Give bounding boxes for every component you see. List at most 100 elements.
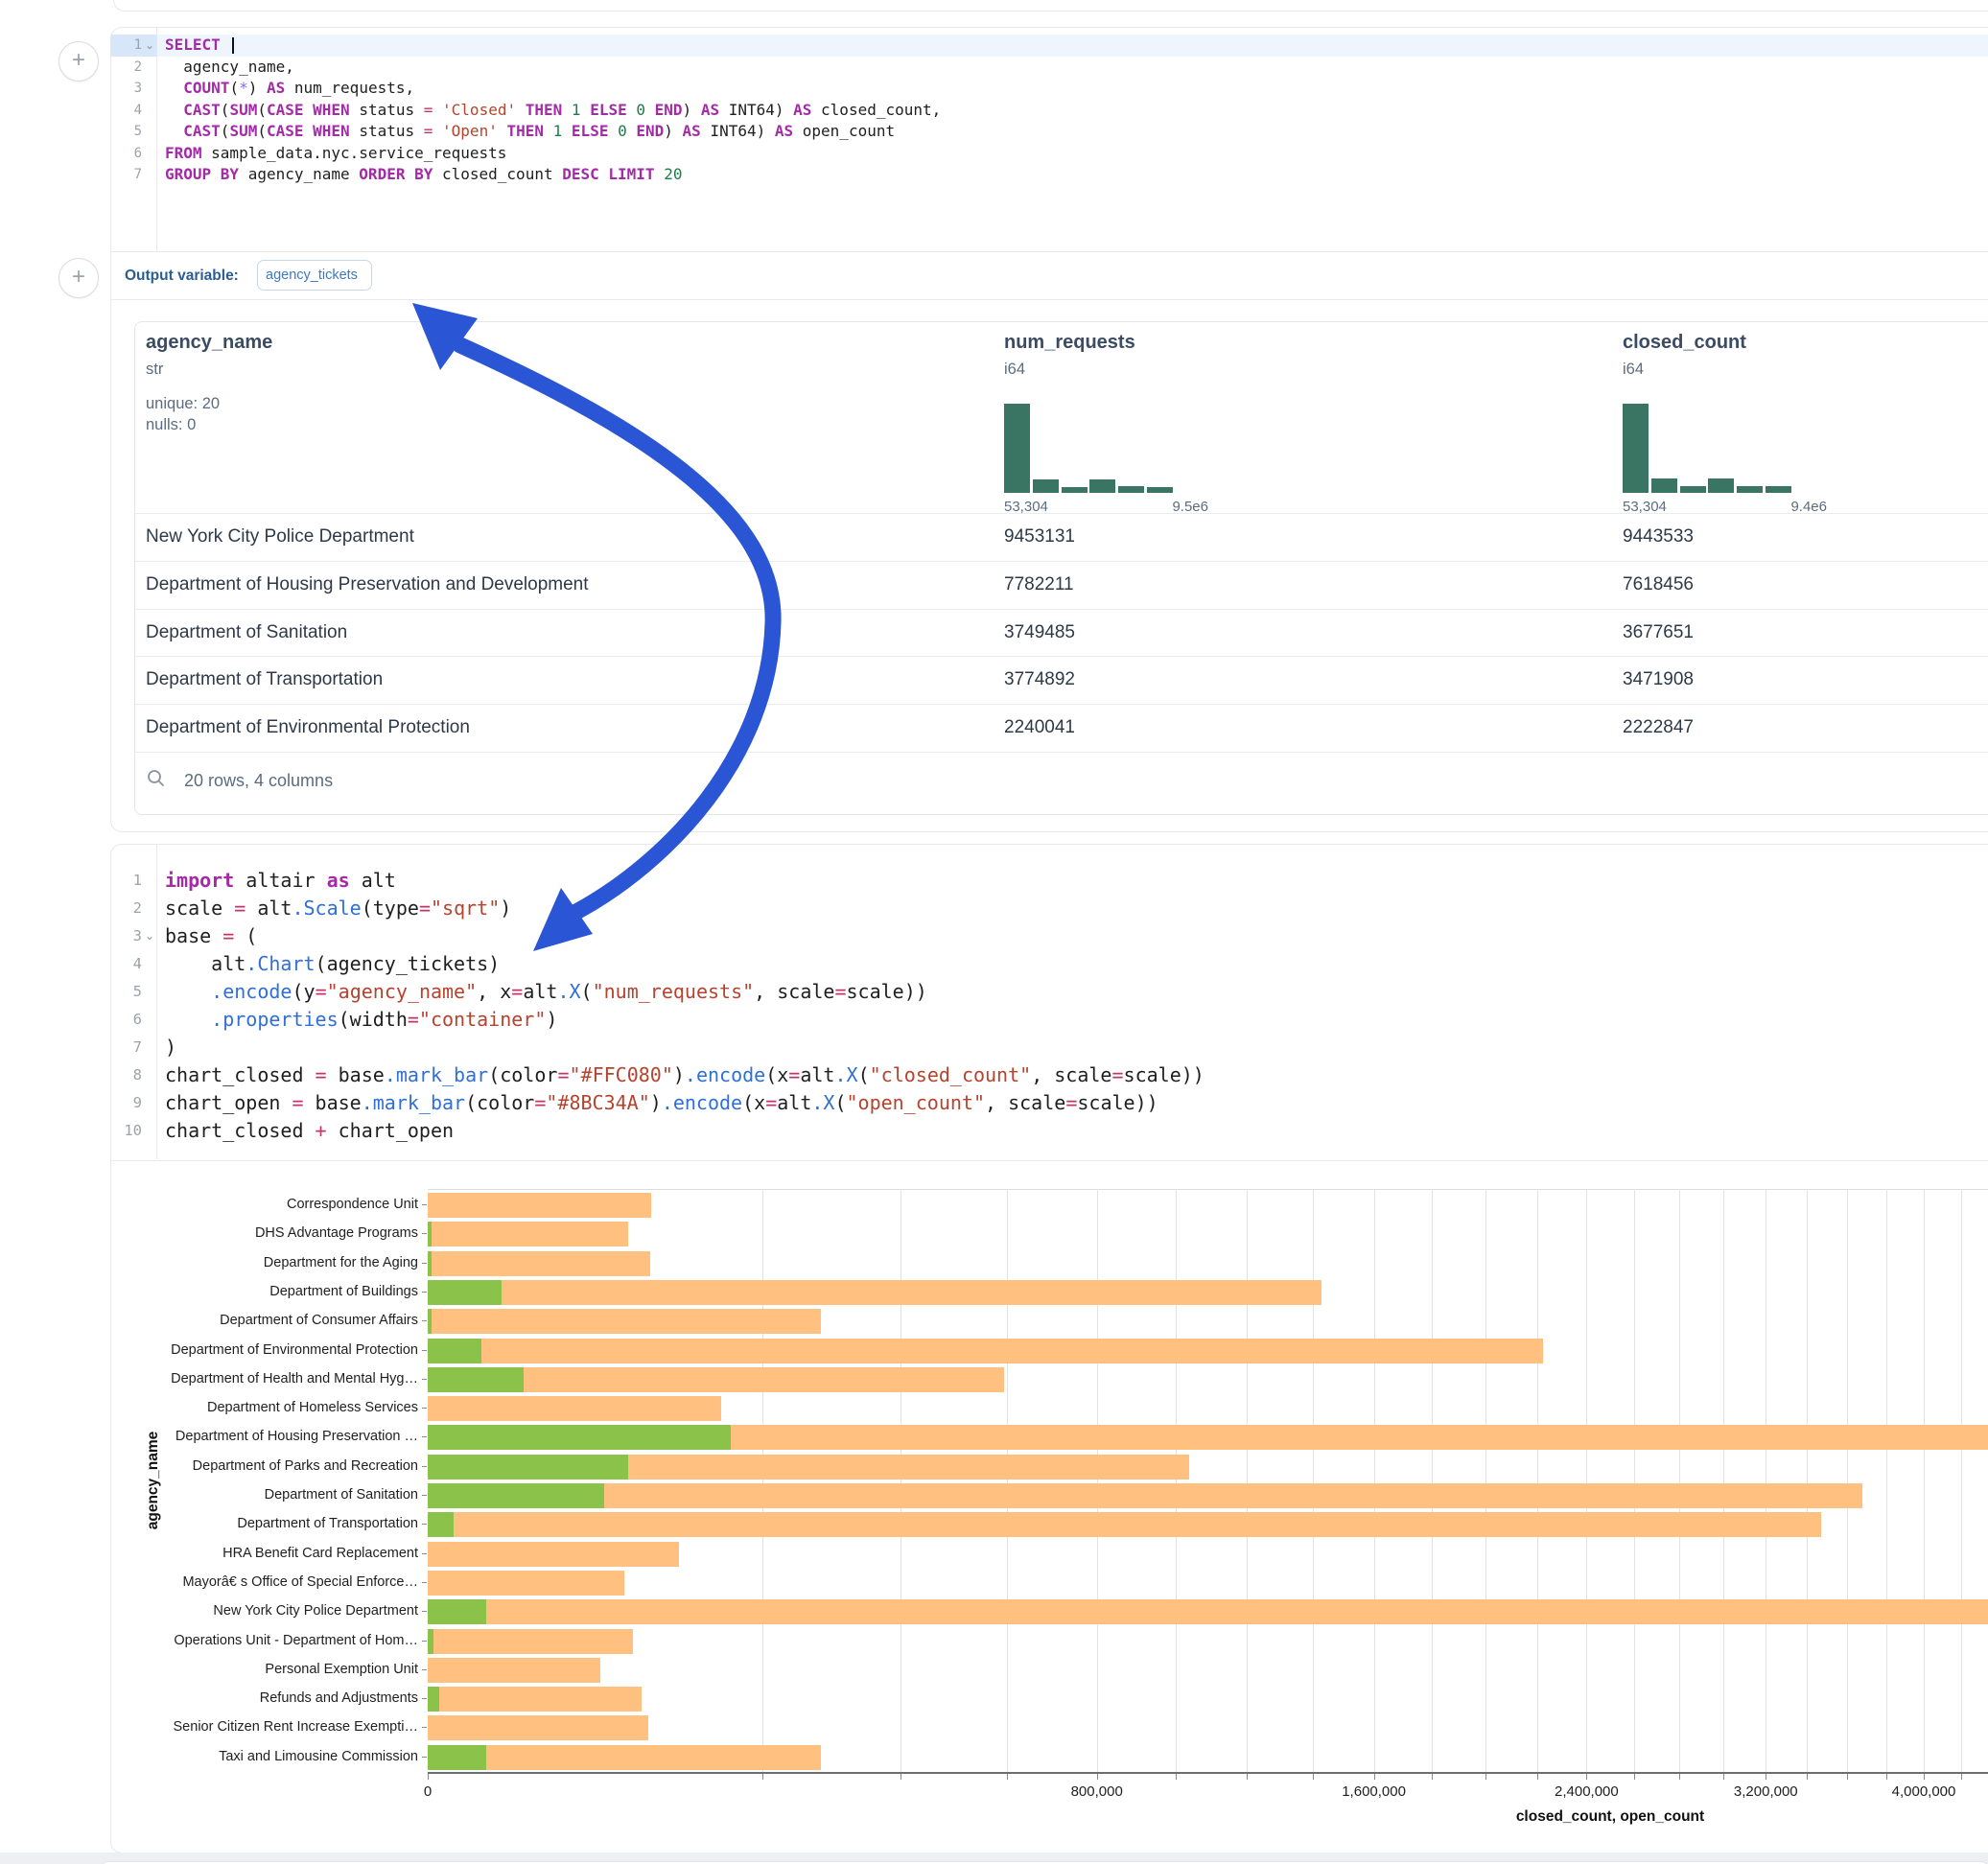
open-count-bar — [428, 1251, 432, 1276]
chevron-down-icon[interactable]: ⌄ — [145, 922, 154, 950]
open-count-bar — [428, 1280, 502, 1305]
x-axis-tick-label: 0 — [351, 1783, 504, 1800]
closed-count-bar — [428, 1251, 650, 1276]
code-line[interactable]: alt.Chart(agency_tickets) — [165, 950, 500, 978]
open-count-bar — [428, 1455, 628, 1480]
histogram-bar — [1766, 486, 1791, 493]
y-axis-tick — [422, 1436, 427, 1437]
x-axis-tick-label: 800,000 — [1020, 1783, 1174, 1800]
x-axis-tick — [1924, 1774, 1925, 1780]
code-line[interactable]: .properties(width="container") — [165, 1006, 557, 1034]
histogram-bar — [1623, 404, 1649, 493]
table-cell: 2222847 — [1623, 704, 1694, 752]
x-axis-tick — [762, 1774, 763, 1780]
x-axis-tick — [1247, 1774, 1248, 1780]
table-row-count: 20 rows, 4 columns — [184, 770, 333, 791]
open-count-bar — [428, 1629, 433, 1654]
add-cell-button-output[interactable]: + — [58, 258, 99, 298]
open-count-bar — [428, 1222, 432, 1247]
x-axis-tick — [1007, 1774, 1008, 1780]
y-axis-tick — [422, 1466, 427, 1467]
line-number: 1 — [110, 867, 142, 895]
text-cursor — [232, 37, 234, 54]
x-axis-tick — [1097, 1774, 1098, 1780]
gridline — [1176, 1189, 1177, 1772]
closed-count-bar — [428, 1599, 1988, 1624]
y-axis-tick — [422, 1757, 427, 1758]
code-line[interactable]: SELECT — [165, 35, 234, 57]
line-number: 1 — [110, 35, 142, 57]
code-line[interactable]: base = ( — [165, 922, 257, 950]
histogram-bar — [1147, 487, 1173, 493]
y-axis-tick — [422, 1292, 427, 1293]
closed-count-bar — [428, 1396, 721, 1421]
code-line[interactable]: ) — [165, 1034, 176, 1061]
line-number: 6 — [110, 143, 142, 165]
gridline — [1807, 1189, 1808, 1772]
closed-count-bar — [428, 1483, 1862, 1508]
x-axis-tick-label: 3,200,000 — [1689, 1783, 1842, 1800]
python-gutter-separator — [156, 845, 157, 1159]
x-axis-tick — [1586, 1774, 1587, 1780]
line-number: 4 — [110, 950, 142, 978]
code-line[interactable]: chart_open = base.mark_bar(color="#8BC34… — [165, 1089, 1158, 1117]
open-count-bar — [428, 1599, 486, 1624]
y-axis-tick — [422, 1350, 427, 1351]
histogram-bar — [1708, 478, 1734, 493]
line-number: 10 — [110, 1117, 142, 1145]
histogram-bar — [1680, 486, 1706, 493]
gridline — [1485, 1189, 1486, 1772]
closed-count-bar — [428, 1280, 1321, 1305]
x-axis-tick — [1847, 1774, 1848, 1780]
output-variable-chip[interactable]: agency_tickets — [257, 260, 372, 291]
x-axis-tick-label: 2,400,000 — [1509, 1783, 1663, 1800]
gridline — [1537, 1189, 1538, 1772]
closed-count-bar — [428, 1512, 1821, 1537]
closed-count-bar — [428, 1222, 628, 1247]
table-cell: 7618456 — [1623, 561, 1694, 609]
open-count-bar — [428, 1425, 731, 1450]
table-cell: Department of Environmental Protection — [146, 704, 470, 752]
x-axis-tick — [1723, 1774, 1724, 1780]
code-line[interactable]: chart_closed = base.mark_bar(color="#FFC… — [165, 1061, 1204, 1089]
closed-count-bar — [428, 1629, 633, 1654]
closed-count-bar — [428, 1745, 821, 1770]
y-axis-label: Department for the Aging — [96, 1255, 418, 1270]
y-axis-tick — [422, 1233, 427, 1234]
y-axis-label: Refunds and Adjustments — [96, 1690, 418, 1706]
code-line[interactable]: scale = alt.Scale(type="sqrt") — [165, 895, 511, 922]
code-line[interactable]: import altair as alt — [165, 867, 396, 895]
code-line[interactable]: CAST(SUM(CASE WHEN status = 'Closed' THE… — [165, 100, 941, 122]
code-line[interactable]: FROM sample_data.nyc.service_requests — [165, 143, 506, 165]
table-cell: Department of Sanitation — [146, 609, 347, 657]
code-line[interactable]: COUNT(*) AS num_requests, — [165, 78, 414, 100]
column-dtype: i64 — [1004, 361, 1025, 379]
gridline — [1924, 1189, 1925, 1772]
closed-count-bar — [428, 1658, 600, 1683]
gridline — [1247, 1189, 1248, 1772]
x-axis-tick-label: 1,600,000 — [1298, 1783, 1451, 1800]
sql-output-separator — [111, 251, 1988, 252]
code-line[interactable]: GROUP BY agency_name ORDER BY closed_cou… — [165, 164, 682, 186]
x-axis-tick — [1176, 1774, 1177, 1780]
y-axis-tick — [422, 1641, 427, 1642]
output-toolbar-separator — [111, 299, 1988, 300]
code-line[interactable]: chart_closed + chart_open — [165, 1117, 454, 1145]
table-bottom-border — [135, 752, 1988, 753]
add-cell-button-top[interactable]: + — [58, 41, 99, 82]
y-axis-tick — [422, 1524, 427, 1525]
previous-cell-edge — [113, 0, 1988, 12]
closed-count-bar — [428, 1309, 821, 1334]
histogram-bar — [1004, 404, 1030, 493]
search-icon[interactable] — [147, 769, 166, 788]
y-axis-label: Operations Unit - Department of Hom… — [96, 1633, 418, 1648]
column-header: num_requests — [1004, 332, 1135, 354]
code-line[interactable]: CAST(SUM(CASE WHEN status = 'Open' THEN … — [165, 121, 895, 143]
code-line[interactable]: .encode(y="agency_name", x=alt.X("num_re… — [165, 978, 927, 1006]
x-axis-tick — [900, 1774, 901, 1780]
code-line[interactable]: agency_name, — [165, 57, 294, 79]
x-axis-tick — [1485, 1774, 1486, 1780]
chevron-down-icon[interactable]: ⌄ — [145, 35, 154, 57]
y-axis-tick — [422, 1727, 427, 1728]
y-axis-label: Department of Health and Mental Hyg… — [96, 1371, 418, 1386]
